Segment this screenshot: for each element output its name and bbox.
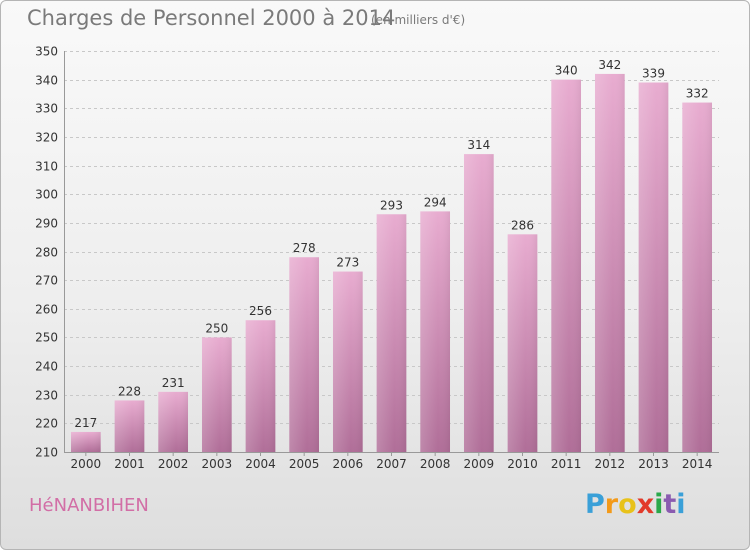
x-tick-label: 2011	[551, 457, 582, 471]
chart-subtitle: (en milliers d'€)	[371, 13, 466, 27]
data-label: 339	[642, 67, 665, 81]
y-tick-label: 210	[35, 446, 58, 460]
data-label: 273	[336, 256, 359, 270]
data-label: 293	[380, 198, 403, 212]
logo-letter: P	[585, 489, 605, 520]
commune-name: HéNANBIHEN	[29, 495, 149, 516]
data-label: 231	[162, 376, 185, 390]
data-label: 332	[686, 87, 709, 101]
bar-shine	[70, 431, 101, 452]
x-tick-label: 2005	[289, 457, 320, 471]
x-tick-label: 2010	[507, 457, 538, 471]
y-tick-label: 250	[35, 331, 58, 345]
data-label: 228	[118, 384, 141, 398]
logo-letter: i	[676, 489, 686, 520]
chart-title: Charges de Personnel 2000 à 2014	[27, 6, 396, 30]
x-tick-label: 2001	[114, 457, 145, 471]
x-tick-label: 2008	[420, 457, 451, 471]
bar-shine	[507, 234, 538, 452]
data-label: 340	[555, 64, 578, 78]
y-tick-label: 320	[35, 131, 58, 145]
logo-letter: i	[654, 489, 664, 520]
logo-letter: r	[604, 489, 619, 520]
x-tick-label: 2013	[638, 457, 669, 471]
data-label: 250	[205, 321, 228, 335]
data-label: 314	[467, 138, 490, 152]
x-tick-label: 2006	[333, 457, 364, 471]
y-tick-label: 240	[35, 360, 58, 374]
proxiti-logo: Proxiti	[585, 489, 686, 520]
data-label: 217	[74, 416, 97, 430]
bar-shine	[638, 82, 669, 452]
x-tick-label: 2002	[158, 457, 189, 471]
y-tick-label: 230	[35, 389, 58, 403]
bar-shine	[594, 73, 625, 453]
y-tick-label: 220	[35, 417, 58, 431]
data-label: 286	[511, 218, 534, 232]
bar-shine	[289, 257, 320, 452]
y-tick-label: 290	[35, 217, 58, 231]
y-tick-label: 310	[35, 160, 58, 174]
x-tick-label: 2003	[202, 457, 233, 471]
bar-shine	[463, 154, 494, 452]
y-tick-label: 350	[35, 45, 58, 59]
logo-letter: x	[636, 489, 655, 520]
bar-shine	[201, 337, 232, 452]
bar-shine	[114, 400, 145, 452]
bar-shine	[245, 320, 276, 452]
x-tick-label: 2000	[71, 457, 102, 471]
bar-shine	[332, 271, 363, 452]
bar-shine	[682, 102, 713, 453]
y-tick-label: 300	[35, 188, 58, 202]
logo-letter: t	[663, 489, 677, 520]
bar-shine	[420, 211, 451, 452]
x-tick-label: 2004	[245, 457, 276, 471]
data-label: 294	[424, 195, 447, 209]
bar-shine	[376, 214, 407, 452]
data-label: 256	[249, 304, 272, 318]
data-label: 342	[598, 58, 621, 72]
x-tick-label: 2007	[376, 457, 407, 471]
x-tick-label: 2012	[595, 457, 626, 471]
y-tick-label: 330	[35, 102, 58, 116]
y-tick-label: 260	[35, 303, 58, 317]
bar-shine	[551, 79, 582, 453]
y-tick-label: 340	[35, 74, 58, 88]
y-tick-label: 280	[35, 246, 58, 260]
x-tick-label: 2014	[682, 457, 713, 471]
logo-letter: o	[618, 489, 637, 520]
data-label: 278	[293, 241, 316, 255]
y-tick-label: 270	[35, 274, 58, 288]
x-tick-label: 2009	[464, 457, 495, 471]
bar-shine	[158, 391, 189, 452]
